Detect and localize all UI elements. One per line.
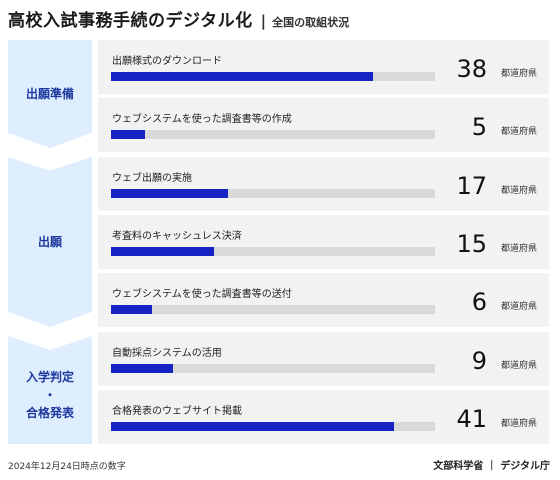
progress-fill [111, 247, 215, 256]
item-label: ウェブシステムを使った調査書等の作成 [112, 114, 292, 125]
progress-fill [111, 364, 174, 373]
item-row: 自動採点システムの活用 9 都道府県 [98, 332, 549, 386]
item-count: 38 [456, 55, 487, 83]
progress-fill [111, 72, 373, 81]
progress-fill [111, 422, 394, 431]
item-count: 5 [471, 113, 487, 141]
category-label: ・ [43, 388, 56, 402]
item-label: 自動採点システムの活用 [112, 348, 222, 359]
progress-track [111, 305, 435, 314]
item-label: ウェブ出願の実施 [112, 173, 192, 184]
item-count: 41 [456, 405, 487, 433]
category-label: 出願準備 [25, 87, 74, 101]
progress-track [111, 130, 435, 139]
item-row: ウェブシステムを使った調査書等の送付 6 都道府県 [98, 273, 549, 327]
progress-fill [111, 189, 229, 198]
progress-track [111, 189, 435, 198]
page-title: 高校入試事務手続のデジタル化 [8, 11, 253, 31]
progress-track [111, 422, 435, 431]
category-application: 出願 [8, 157, 92, 327]
item-count: 6 [471, 288, 487, 316]
progress-track [111, 72, 435, 81]
footer-organizations: 文部科学省 ｜ デジタル庁 [433, 461, 550, 472]
progress-track [111, 364, 435, 373]
item-count: 9 [471, 347, 487, 375]
progress-fill [111, 130, 146, 139]
progress-fill [111, 305, 153, 314]
item-unit: 都道府県 [500, 419, 537, 429]
header: 高校入試事務手続のデジタル化 | 全国の取組状況 [8, 6, 350, 31]
item-row: ウェブシステムを使った調査書等の作成 5 都道府県 [98, 98, 549, 152]
item-row: 合格発表のウェブサイト掲載 41 都道府県 [98, 390, 549, 444]
footer-date: 2024年12月24日時点の数字 [8, 462, 126, 472]
category-label: 入学判定 [25, 370, 74, 384]
category-label: 出願 [37, 235, 62, 249]
item-label: ウェブシステムを使った調査書等の送付 [112, 289, 292, 300]
item-unit: 都道府県 [500, 186, 537, 196]
item-count: 17 [456, 172, 487, 200]
item-row: 考査料のキャッシュレス決済 15 都道府県 [98, 215, 549, 269]
item-unit: 都道府県 [500, 302, 537, 312]
title-separator: | [260, 12, 267, 30]
category-judgment: 入学判定 ・ 合格発表 [8, 336, 92, 444]
item-row: ウェブ出願の実施 17 都道府県 [98, 157, 549, 211]
progress-track [111, 247, 435, 256]
item-count: 15 [456, 230, 487, 258]
page-subtitle: 全国の取組状況 [272, 16, 350, 29]
item-unit: 都道府県 [500, 127, 537, 137]
item-label: 出願様式のダウンロード [112, 56, 222, 67]
category-preparation: 出願準備 [8, 40, 92, 148]
item-unit: 都道府県 [500, 244, 537, 254]
item-row: 出願様式のダウンロード 38 都道府県 [98, 40, 549, 94]
item-unit: 都道府県 [500, 69, 537, 79]
item-unit: 都道府県 [500, 361, 537, 371]
item-label: 考査料のキャッシュレス決済 [112, 231, 242, 242]
category-label: 合格発表 [25, 406, 74, 420]
item-label: 合格発表のウェブサイト掲載 [112, 406, 242, 417]
